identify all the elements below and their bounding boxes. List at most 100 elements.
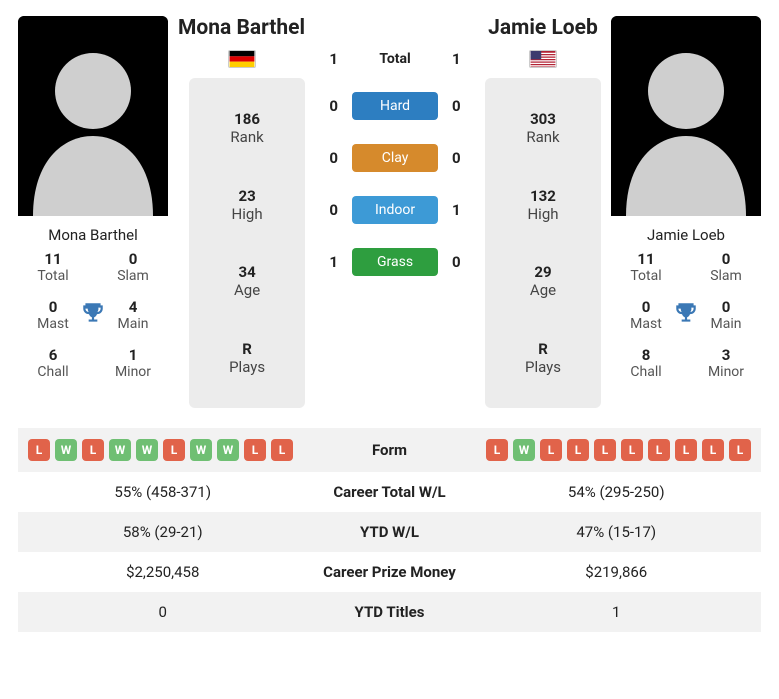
- player1-titles: 11Total 0Slam 0Mast 4Main 6Chall 1Minor: [18, 250, 168, 390]
- h2h-surface-row: 1 Grass 0: [315, 248, 475, 276]
- stat-p2: 1: [480, 603, 754, 621]
- form-badge: L: [271, 439, 293, 461]
- player1-form: LWLWWLWWLL: [26, 439, 300, 461]
- p1-age: 34Age: [189, 263, 305, 299]
- player2-form: LWLLLLLLLL: [480, 439, 754, 461]
- stat-rows: 55% (458-371)Career Total W/L54% (295-25…: [18, 472, 761, 632]
- form-badge: W: [217, 439, 239, 461]
- stat-label: Career Total W/L: [300, 483, 480, 501]
- form-row: LWLWWLWWLL Form LWLLLLLLLL: [18, 428, 761, 472]
- h2h-total-p1: 1: [315, 50, 338, 68]
- p2-minor: 3Minor: [699, 346, 753, 380]
- p2-age: 29Age: [485, 263, 601, 299]
- form-badge: L: [729, 439, 751, 461]
- table-row: 58% (29-21)YTD W/L47% (15-17): [18, 512, 761, 552]
- h2h-surface-row: 0 Hard 0: [315, 92, 475, 120]
- surface-pill: Hard: [352, 92, 438, 120]
- player1-photo: [18, 16, 168, 216]
- player1-header: Mona Barthel: [178, 16, 305, 68]
- form-badge: L: [28, 439, 50, 461]
- p1-main: 4Main: [106, 298, 160, 332]
- table-row: 55% (458-371)Career Total W/L54% (295-25…: [18, 472, 761, 512]
- form-badge: L: [594, 439, 616, 461]
- form-label: Form: [300, 441, 480, 459]
- player2-photo: [611, 16, 761, 216]
- p1-minor: 1Minor: [106, 346, 160, 380]
- player1-card: Mona Barthel 11Total 0Slam 0Mast 4Main 6…: [18, 16, 168, 408]
- h2h-center: 1 Total 1 0Hard00Clay00Indoor11Grass0: [315, 16, 475, 408]
- player1-card-name: Mona Barthel: [18, 216, 168, 250]
- p2-total: 11Total: [619, 250, 673, 284]
- player2-name: Jamie Loeb: [488, 16, 598, 40]
- form-badge: W: [136, 439, 158, 461]
- h2h-surface-p2: 1: [452, 201, 475, 219]
- stat-p2: $219,866: [480, 563, 754, 581]
- h2h-total-row: 1 Total 1: [315, 50, 475, 68]
- h2h-container: Mona Barthel 11Total 0Slam 0Mast 4Main 6…: [0, 0, 779, 648]
- stat-p1: 0: [26, 603, 300, 621]
- p2-rank: 303Rank: [485, 110, 601, 146]
- form-badge: L: [567, 439, 589, 461]
- form-badge: W: [55, 439, 77, 461]
- form-badge: W: [109, 439, 131, 461]
- form-badge: L: [244, 439, 266, 461]
- p2-slam: 0Slam: [699, 250, 753, 284]
- p1-high: 23High: [189, 187, 305, 223]
- comparison-table: LWLWWLWWLL Form LWLLLLLLLL 55% (458-371)…: [18, 428, 761, 632]
- form-badge: L: [486, 439, 508, 461]
- player1-stats-block: Mona Barthel 186Rank 23High 34Age RPlays: [178, 16, 305, 408]
- p2-chall: 8Chall: [619, 346, 673, 380]
- player2-card: Jamie Loeb 11Total 0Slam 0Mast 0Main 8Ch…: [611, 16, 761, 408]
- h2h-surface-p1: 1: [315, 253, 338, 271]
- h2h-surface-p2: 0: [452, 149, 475, 167]
- p1-chall: 6Chall: [26, 346, 80, 380]
- p2-mast: 0Mast: [619, 298, 673, 332]
- player2-header: Jamie Loeb: [485, 16, 601, 68]
- p1-rank: 186Rank: [189, 110, 305, 146]
- p2-high: 132High: [485, 187, 601, 223]
- p1-total: 11Total: [26, 250, 80, 284]
- stat-p2: 54% (295-250): [480, 483, 754, 501]
- h2h-surface-p1: 0: [315, 149, 338, 167]
- silhouette-icon: [611, 16, 761, 216]
- h2h-surface-row: 0Indoor1: [315, 196, 475, 224]
- player2-titles: 11Total 0Slam 0Mast 0Main 8Chall 3Minor: [611, 250, 761, 390]
- stat-label: YTD Titles: [300, 603, 480, 621]
- p1-plays: RPlays: [189, 340, 305, 376]
- form-badge: W: [190, 439, 212, 461]
- germany-flag-icon: [228, 50, 256, 68]
- stat-p1: $2,250,458: [26, 563, 300, 581]
- form-badge: L: [702, 439, 724, 461]
- p2-main: 0Main: [699, 298, 753, 332]
- top-section: Mona Barthel 11Total 0Slam 0Mast 4Main 6…: [18, 16, 761, 408]
- h2h-surface-p2: 0: [452, 97, 475, 115]
- stat-label: Career Prize Money: [300, 563, 480, 581]
- h2h-total-label: Total: [352, 51, 438, 67]
- form-badge: L: [82, 439, 104, 461]
- p1-mast: 0Mast: [26, 298, 80, 332]
- player1-name: Mona Barthel: [178, 16, 305, 40]
- player2-stat-card: 303Rank 132High 29Age RPlays: [485, 78, 601, 408]
- form-badge: W: [513, 439, 535, 461]
- h2h-total-p2: 1: [452, 50, 475, 68]
- h2h-surfaces: 0Hard00Clay00Indoor11Grass0: [315, 92, 475, 300]
- table-row: 0YTD Titles1: [18, 592, 761, 632]
- stat-p1: 58% (29-21): [26, 523, 300, 541]
- trophy-icon: [80, 300, 106, 330]
- form-badge: L: [621, 439, 643, 461]
- h2h-surface-p2: 0: [452, 253, 475, 271]
- p2-plays: RPlays: [485, 340, 601, 376]
- h2h-surface-row: 0 Clay 0: [315, 144, 475, 172]
- form-badge: L: [675, 439, 697, 461]
- form-badge: L: [648, 439, 670, 461]
- surface-pill: Clay: [352, 144, 438, 172]
- surface-pill: Grass: [352, 248, 438, 276]
- player1-stat-card: 186Rank 23High 34Age RPlays: [189, 78, 305, 408]
- p1-slam: 0Slam: [106, 250, 160, 284]
- usa-flag-icon: [529, 50, 557, 68]
- form-badge: L: [540, 439, 562, 461]
- trophy-icon: [673, 300, 699, 330]
- surface-pill: Indoor: [352, 196, 438, 224]
- stat-label: YTD W/L: [300, 523, 480, 541]
- h2h-surface-p1: 0: [315, 97, 338, 115]
